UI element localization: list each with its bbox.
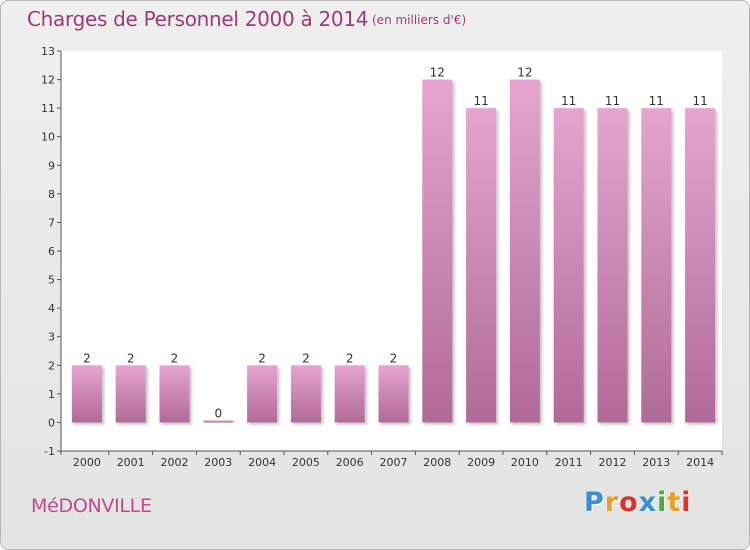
value-label: 2 [258, 351, 266, 365]
y-tick-label: 3 [48, 331, 55, 344]
value-label: 2 [390, 351, 398, 365]
commune-name: MéDONVILLE [31, 495, 152, 517]
bar [290, 365, 321, 423]
chart-title: Charges de Personnel 2000 à 2014 [27, 7, 369, 31]
brand-letter: t [667, 487, 682, 518]
value-label: 12 [517, 66, 532, 80]
y-tick-label: 10 [41, 131, 55, 144]
value-label: 11 [605, 94, 620, 108]
bar [553, 108, 584, 423]
y-tick-label: 2 [48, 359, 55, 372]
x-tick-label: 2011 [555, 456, 583, 469]
x-tick-label: 2004 [248, 456, 276, 469]
brand-letter: i [681, 487, 692, 518]
value-label: 11 [561, 94, 576, 108]
x-axis: 2000 2001 2002 2003 2004 2005 2006 2007 2008 2009… [60, 450, 723, 469]
brand-letter: P [584, 487, 605, 518]
x-tick-label: 2008 [423, 456, 451, 469]
x-tick-label: 2013 [642, 456, 670, 469]
bar [422, 79, 453, 423]
y-tick-label: 5 [48, 274, 55, 287]
y-tick-label: 1 [48, 388, 55, 401]
bar [203, 420, 234, 423]
brand-letter: i [657, 487, 668, 518]
value-label: 11 [473, 94, 488, 108]
x-tick-label: 2001 [117, 456, 145, 469]
chart-subtitle: (en milliers d'€) [372, 13, 467, 27]
value-label: 2 [171, 351, 179, 365]
y-tick-label: 9 [48, 159, 55, 172]
x-tick-label: 2006 [336, 456, 364, 469]
value-label: 0 [214, 406, 222, 420]
y-tick-label: 13 [41, 45, 55, 58]
y-tick-label: 4 [48, 302, 55, 315]
value-label: 2 [127, 351, 135, 365]
x-tick-label: 2005 [292, 456, 320, 469]
value-label: 2 [302, 351, 310, 365]
brand-letter: x [638, 487, 658, 518]
bar [685, 108, 716, 423]
bar [247, 365, 278, 423]
bar [466, 108, 497, 423]
value-label: 11 [692, 94, 707, 108]
value-label: 12 [430, 66, 445, 80]
bar-series [71, 79, 716, 423]
bar [378, 365, 409, 423]
bar [115, 365, 146, 423]
bar [71, 365, 102, 423]
y-tick-label: 12 [41, 74, 55, 87]
x-tick-label: 2003 [204, 456, 232, 469]
brand-logo: Proxiti [584, 487, 692, 518]
value-labels: 2 2 2 0 2 2 2 2 12 11 12 11 11 11 11 [83, 66, 708, 421]
bar [641, 108, 672, 423]
bar [334, 365, 365, 423]
x-tick-label: 2007 [380, 456, 408, 469]
y-tick-label: 0 [48, 416, 55, 429]
bar [159, 365, 190, 423]
y-tick-label: -1 [44, 445, 55, 458]
brand-letter: o [619, 487, 639, 518]
x-tick-label: 2014 [686, 456, 714, 469]
x-tick-label: 2012 [599, 456, 627, 469]
y-tick-label: 7 [48, 216, 55, 229]
value-label: 11 [649, 94, 664, 108]
x-tick-label: 2002 [161, 456, 189, 469]
x-tick-label: 2010 [511, 456, 539, 469]
x-tick-label: 2000 [73, 456, 101, 469]
brand-letter: r [604, 487, 620, 518]
bar [597, 108, 628, 423]
y-tick-label: 6 [48, 245, 55, 258]
y-tick-label: 11 [41, 102, 55, 115]
value-label: 2 [346, 351, 354, 365]
value-label: 2 [83, 351, 91, 365]
bar [509, 79, 540, 423]
x-tick-label: 2009 [467, 456, 495, 469]
y-tick-label: 8 [48, 188, 55, 201]
